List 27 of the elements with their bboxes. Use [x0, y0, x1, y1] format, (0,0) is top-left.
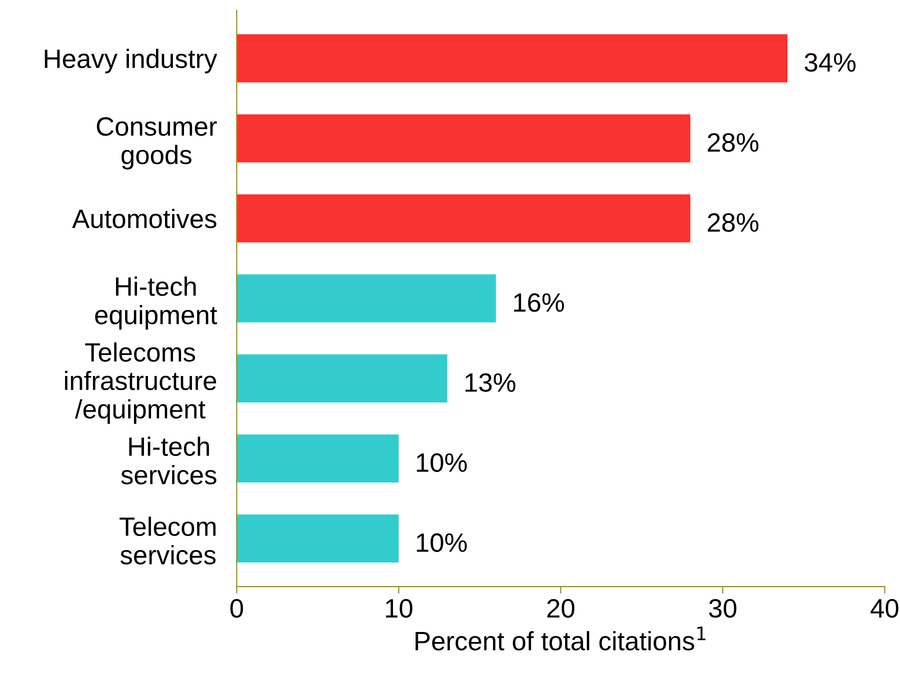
- x-tick-label: 0: [230, 599, 244, 618]
- x-tick-label: 40: [870, 599, 898, 618]
- bar: [236, 194, 690, 242]
- x-tick-label: 10: [386, 599, 412, 618]
- x-tick-label: 20: [547, 599, 574, 618]
- bar: [236, 514, 399, 563]
- data-label: 10%: [416, 453, 467, 472]
- y-tick-label: Hi-tech equipment: [95, 276, 218, 330]
- y-tick-label: Telecom services: [120, 516, 216, 564]
- data-label: 13%: [466, 373, 516, 392]
- data-label: 28%: [708, 133, 758, 152]
- y-tick-label: Heavy industry: [44, 48, 218, 74]
- bar: [236, 274, 496, 322]
- x-tick-label: 30: [709, 599, 736, 618]
- data-label: 16%: [514, 293, 564, 312]
- y-tick-label: Telecoms infrastructure /equipment: [65, 342, 216, 424]
- y-tick-label: Automotives: [72, 208, 216, 228]
- bar: [236, 354, 448, 402]
- data-label: 10%: [416, 533, 467, 552]
- bar: [236, 114, 690, 162]
- y-tick-label: Consumer goods: [96, 117, 217, 170]
- y-tick-label: Hi-tech services: [121, 436, 216, 484]
- data-label: 34%: [804, 53, 856, 72]
- x-axis-title: Percent of total citations$^{1}$: [416, 626, 706, 650]
- bar: [236, 34, 788, 82]
- bar: [236, 434, 399, 482]
- data-label: 28%: [708, 213, 758, 232]
